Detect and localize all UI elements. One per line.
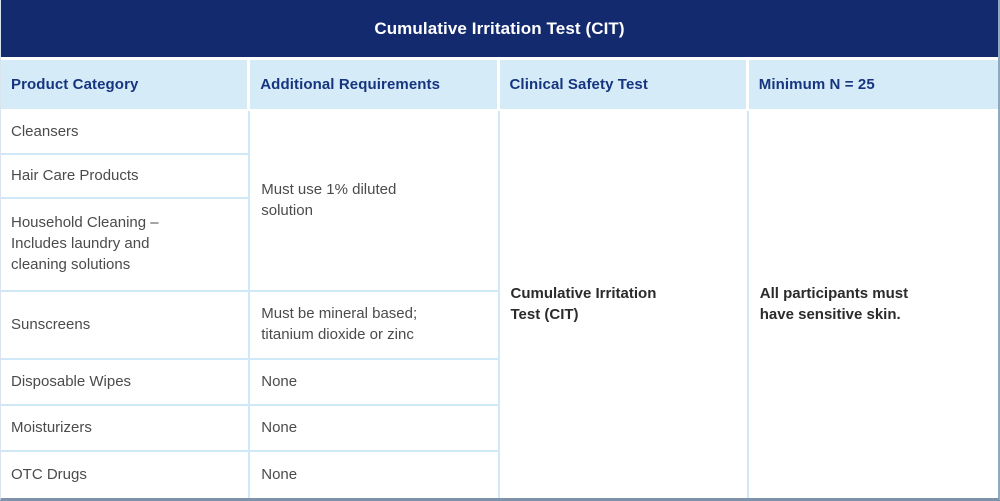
column-header-product-category: Product Category bbox=[1, 60, 251, 111]
cell-requirement-mineral-based: Must be mineral based; titanium dioxide … bbox=[250, 292, 500, 360]
cell-requirement-diluted-solution: Must use 1% diluted solution bbox=[250, 111, 500, 292]
column-header-additional-requirements: Additional Requirements bbox=[250, 60, 500, 111]
column-header-minimum-n: Minimum N = 25 bbox=[748, 60, 998, 111]
cell-minimum-n-note: All participants must have sensitive ski… bbox=[748, 111, 998, 498]
cell-category-otc-drugs: OTC Drugs bbox=[1, 452, 251, 498]
table-grid: Product Category Additional Requirements… bbox=[1, 60, 998, 498]
cell-clinical-safety-test: Cumulative Irritation Test (CIT) bbox=[499, 111, 749, 498]
cell-requirement-none-wipes: None bbox=[250, 360, 500, 406]
cell-category-disposable-wipes: Disposable Wipes bbox=[1, 360, 251, 406]
cell-category-hair-care: Hair Care Products bbox=[1, 155, 251, 199]
cell-category-household-cleaning: Household Cleaning – Includes laundry an… bbox=[1, 199, 251, 292]
column-header-clinical-safety-test: Clinical Safety Test bbox=[499, 60, 749, 111]
cell-category-sunscreens: Sunscreens bbox=[1, 292, 251, 360]
cell-category-moisturizers: Moisturizers bbox=[1, 406, 251, 452]
cell-category-cleansers: Cleansers bbox=[1, 111, 251, 155]
cell-requirement-none-otc: None bbox=[250, 452, 500, 498]
cell-requirement-none-moisturizers: None bbox=[250, 406, 500, 452]
table-title: Cumulative Irritation Test (CIT) bbox=[1, 0, 998, 60]
